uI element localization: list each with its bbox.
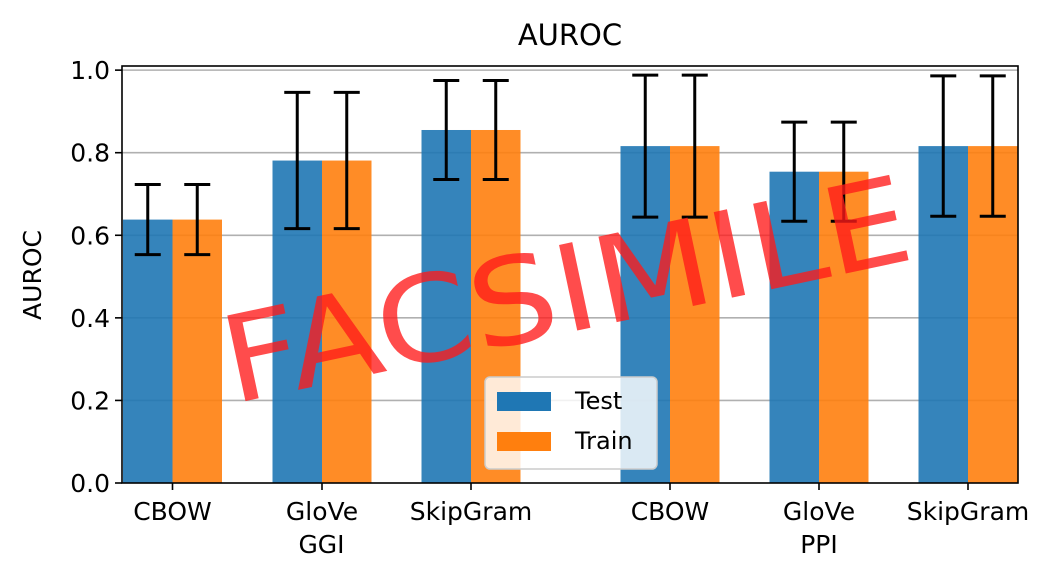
y-axis-label: AUROC	[18, 230, 47, 320]
x-tick-label: GloVe	[286, 497, 358, 526]
x-ticks: CBOW GloVe SkipGram CBOW GloVe SkipGram GGI PPI	[133, 483, 1029, 559]
legend-label-test: Test	[574, 387, 622, 415]
y-tick-label: 0.2	[70, 386, 110, 415]
y-tick-label: 1.0	[70, 56, 110, 85]
y-tick-label: 0.8	[70, 139, 110, 168]
bar-train	[172, 219, 222, 483]
x-tick-label: GloVe	[783, 497, 855, 526]
legend-swatch-train	[497, 432, 551, 451]
group-label: GGI	[298, 530, 344, 559]
bar-test	[123, 219, 173, 483]
y-tick-label: 0.0	[70, 469, 110, 498]
bar-test	[769, 171, 819, 483]
grid-lines	[122, 69, 1018, 402]
y-tick-label: 0.4	[70, 304, 110, 333]
legend-swatch-test	[497, 392, 551, 411]
legend-label-train: Train	[574, 427, 633, 455]
bar-test	[421, 129, 471, 483]
x-tick-label: CBOW	[631, 497, 710, 526]
bar-train	[819, 171, 869, 483]
y-ticks: 0.0 0.2 0.4 0.6 0.8 1.0	[70, 56, 122, 498]
group-label: PPI	[800, 530, 838, 559]
plot-frame	[121, 65, 1019, 484]
chart-title: AUROC	[518, 18, 622, 52]
x-tick-label: CBOW	[133, 497, 212, 526]
y-tick-label: 0.6	[70, 221, 110, 250]
legend-box	[484, 376, 658, 470]
error-bars	[134, 73, 1006, 257]
legend: Test Train	[484, 376, 658, 470]
bars	[123, 129, 1018, 483]
x-tick-label: SkipGram	[907, 497, 1030, 526]
x-tick-label: SkipGram	[410, 497, 533, 526]
